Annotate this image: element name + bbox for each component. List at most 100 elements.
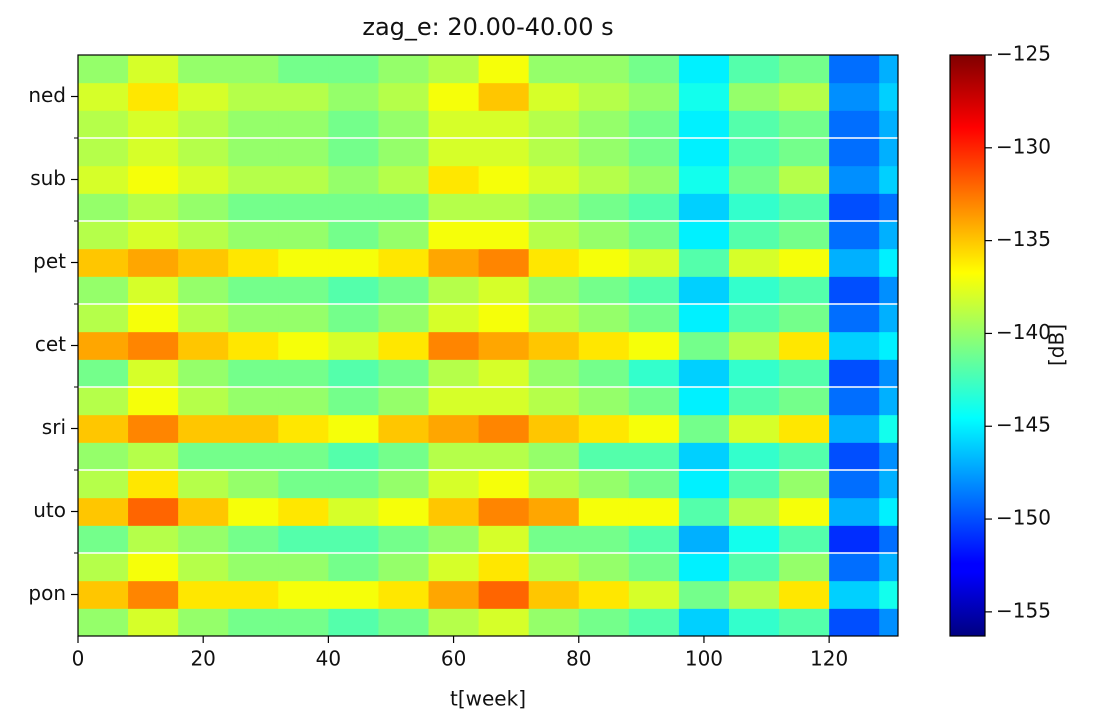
heat-cell xyxy=(678,580,730,609)
y-tick-label: ned xyxy=(28,83,66,107)
heat-cell xyxy=(628,304,680,333)
heat-cell xyxy=(328,359,379,388)
heat-cell xyxy=(678,525,730,554)
heat-cell xyxy=(528,331,580,360)
heat-cell xyxy=(128,193,179,222)
heat-cell xyxy=(378,470,430,499)
colorbar-tick-label: −145 xyxy=(996,413,1051,437)
heat-cell xyxy=(678,414,730,443)
heat-cell xyxy=(728,470,780,499)
heat-cell xyxy=(528,82,580,111)
heat-cell xyxy=(278,248,329,277)
heat-cell xyxy=(879,193,899,222)
heat-cell xyxy=(578,248,630,277)
heat-cell xyxy=(879,331,899,360)
heat-cell xyxy=(428,442,480,471)
heat-cell xyxy=(378,414,430,443)
heat-cell xyxy=(879,110,899,139)
heat-cell xyxy=(528,359,580,388)
heat-cell xyxy=(678,387,730,416)
heat-cell xyxy=(578,55,630,84)
heat-cell xyxy=(378,221,430,250)
y-tick-label: pon xyxy=(28,581,66,605)
heat-cell xyxy=(178,165,229,194)
heat-cell xyxy=(78,221,129,250)
colorbar-tick-label: −150 xyxy=(996,506,1051,530)
heat-cell xyxy=(178,248,229,277)
heat-cell xyxy=(128,580,179,609)
heat-cell xyxy=(228,442,279,471)
heat-cell xyxy=(428,304,480,333)
heat-cell xyxy=(779,276,830,305)
heat-cell xyxy=(128,304,179,333)
heat-cell xyxy=(328,553,379,582)
heat-cell xyxy=(779,359,830,388)
heat-cell xyxy=(628,110,680,139)
heat-cell xyxy=(178,470,229,499)
heat-cell xyxy=(228,248,279,277)
heat-cell xyxy=(879,304,899,333)
heat-cell xyxy=(628,525,680,554)
heat-cell xyxy=(628,387,680,416)
heat-cell xyxy=(528,497,580,526)
colorbar-label: [dB] xyxy=(1045,324,1069,366)
heat-cell xyxy=(228,165,279,194)
heat-cell xyxy=(578,414,630,443)
heat-cell xyxy=(728,359,780,388)
heat-cell xyxy=(78,193,129,222)
heat-cell xyxy=(528,110,580,139)
heat-cell xyxy=(879,497,899,526)
heat-cell xyxy=(178,414,229,443)
heat-cell xyxy=(879,221,899,250)
heat-cell xyxy=(178,331,229,360)
heat-cell xyxy=(728,497,780,526)
heat-cell xyxy=(478,497,530,526)
heat-cell xyxy=(378,553,430,582)
heat-cell xyxy=(428,82,480,111)
heat-cell xyxy=(478,414,530,443)
heat-cell xyxy=(328,82,379,111)
heat-cell xyxy=(178,608,229,637)
heat-cell xyxy=(779,55,830,84)
heat-cell xyxy=(178,276,229,305)
overlay: pon uto sri cet pet sub ned 0 20 40 60 80 100 120 −125… xyxy=(28,42,1051,671)
heat-cell xyxy=(628,276,680,305)
heat-cell xyxy=(428,387,480,416)
heat-cell xyxy=(178,304,229,333)
heat-cell xyxy=(528,248,580,277)
heat-cell xyxy=(728,165,780,194)
heat-cell xyxy=(78,276,129,305)
y-tick-label: sub xyxy=(30,166,66,190)
heat-cell xyxy=(578,165,630,194)
heat-cell xyxy=(478,553,530,582)
heat-cell xyxy=(378,608,430,637)
y-tick-label: sri xyxy=(42,415,66,439)
heat-cell xyxy=(628,470,680,499)
heat-cell xyxy=(678,55,730,84)
heat-cell xyxy=(178,55,229,84)
heat-cell xyxy=(78,525,129,554)
heat-cell xyxy=(278,82,329,111)
heat-cell xyxy=(328,608,379,637)
heat-cell xyxy=(728,248,780,277)
heat-cell xyxy=(378,580,430,609)
heat-cell xyxy=(829,193,880,222)
heat-cell xyxy=(78,55,129,84)
heat-cell xyxy=(228,304,279,333)
heat-cell xyxy=(678,248,730,277)
heat-cell xyxy=(628,221,680,250)
heat-cell xyxy=(829,82,880,111)
heat-cell xyxy=(78,359,129,388)
heat-cell xyxy=(528,304,580,333)
heat-cell xyxy=(578,387,630,416)
heat-cell xyxy=(678,138,730,167)
heat-cell xyxy=(779,138,830,167)
heat-cell xyxy=(728,110,780,139)
heat-cell xyxy=(78,248,129,277)
heat-cell xyxy=(879,248,899,277)
heat-cell xyxy=(278,165,329,194)
heat-cell xyxy=(178,138,229,167)
heat-cell xyxy=(879,553,899,582)
heat-cell xyxy=(478,193,530,222)
